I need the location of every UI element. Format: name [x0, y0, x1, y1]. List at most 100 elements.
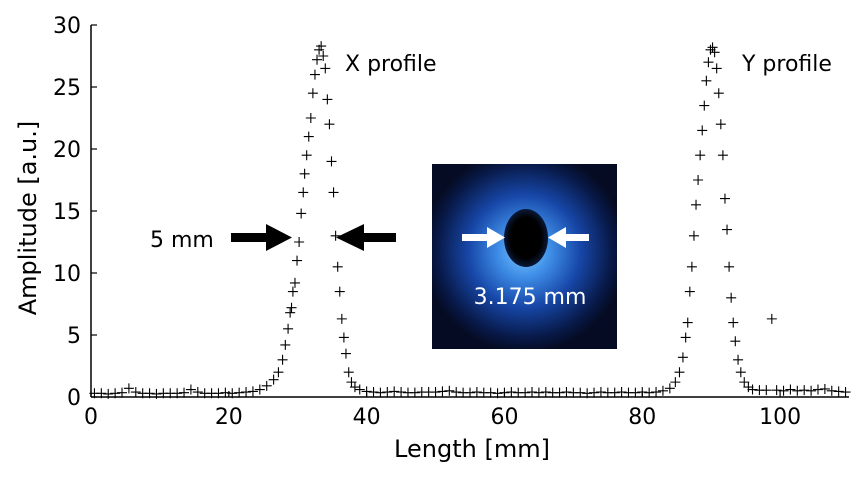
- width-label: 5 mm: [150, 228, 214, 253]
- data-point: [273, 367, 284, 378]
- data-point: [179, 387, 190, 398]
- right-arrow-icon: [336, 224, 396, 251]
- data-point: [277, 354, 288, 365]
- y-tick-label: 10: [53, 262, 81, 287]
- data-point: [312, 54, 323, 65]
- data-point: [451, 387, 462, 398]
- data-point: [234, 387, 245, 398]
- data-points: [89, 41, 851, 399]
- data-point: [724, 261, 735, 272]
- data-point: [430, 387, 441, 398]
- data-point: [318, 51, 329, 61]
- data-point: [444, 385, 455, 396]
- data-point: [268, 374, 279, 385]
- data-point: [735, 367, 746, 378]
- data-point: [241, 387, 252, 398]
- y-ticks: 0 5 10 15 20 25 30: [53, 14, 97, 411]
- data-point: [409, 387, 420, 398]
- data-point: [280, 339, 291, 350]
- x-tick-label: 20: [215, 405, 243, 430]
- data-point: [686, 261, 697, 272]
- data-point: [726, 292, 737, 303]
- data-point: [220, 387, 231, 398]
- data-point: [332, 261, 343, 272]
- data-point: [389, 386, 400, 397]
- data-point: [151, 388, 162, 399]
- y-tick-label: 5: [67, 324, 81, 349]
- data-point: [309, 69, 320, 80]
- data-point: [303, 131, 314, 142]
- axes: 0 20 40 60 80 100 0 5 10 15 20 25 30: [53, 14, 849, 430]
- data-point: [651, 387, 662, 398]
- data-point: [320, 63, 331, 74]
- data-point: [670, 377, 681, 388]
- data-point: [719, 193, 730, 204]
- data-point: [711, 63, 722, 74]
- data-point: [812, 384, 823, 395]
- data-point: [499, 387, 510, 398]
- data-point: [144, 388, 155, 399]
- y-tick-label: 0: [67, 386, 81, 411]
- data-point: [227, 388, 238, 399]
- data-point: [713, 88, 724, 99]
- data-point: [396, 387, 407, 398]
- data-point: [471, 387, 482, 398]
- inset-diameter-label: 3.175 mm: [474, 285, 587, 310]
- data-point: [527, 387, 538, 398]
- data-point: [707, 42, 718, 53]
- x-profile-label: X profile: [345, 52, 437, 77]
- data-point: [287, 286, 298, 297]
- data-point: [695, 150, 706, 161]
- data-point: [296, 208, 307, 219]
- data-point: [506, 387, 517, 398]
- data-point: [609, 387, 620, 398]
- data-point: [766, 313, 777, 324]
- data-point: [328, 187, 339, 198]
- data-point: [349, 382, 360, 393]
- data-point: [294, 237, 305, 247]
- data-point: [492, 388, 503, 399]
- beam-inset-image: 3.175 mm: [432, 164, 617, 349]
- y-tick-label: 15: [53, 200, 81, 225]
- data-point: [697, 125, 708, 136]
- data-point: [657, 385, 668, 396]
- data-point: [575, 387, 586, 398]
- data-point: [677, 352, 688, 363]
- data-point: [761, 385, 772, 396]
- data-point: [674, 367, 685, 378]
- data-point: [739, 377, 750, 388]
- x-axis-title: Length [mm]: [394, 435, 550, 463]
- data-point: [717, 150, 728, 161]
- data-point: [324, 119, 335, 130]
- data-point: [743, 382, 754, 393]
- data-point: [299, 168, 310, 179]
- data-point: [301, 150, 312, 161]
- data-point: [730, 336, 741, 347]
- data-point: [554, 387, 565, 398]
- data-point: [123, 383, 134, 394]
- data-point: [806, 385, 817, 396]
- data-point: [368, 387, 379, 398]
- data-point: [691, 199, 702, 210]
- data-point: [340, 348, 351, 359]
- data-point: [533, 387, 544, 398]
- data-point: [582, 388, 593, 399]
- x-tick-label: 60: [490, 405, 518, 430]
- data-point: [316, 41, 327, 52]
- x-ticks: 0 20 40 60 80 100: [84, 391, 801, 430]
- data-point: [254, 384, 265, 395]
- data-point: [117, 387, 128, 398]
- data-point: [283, 323, 294, 334]
- x-tick-label: 100: [759, 405, 801, 430]
- y-axis-title: Amplitude [a.u.]: [14, 121, 42, 316]
- data-point: [322, 94, 333, 105]
- inset-right-arrow-icon: [548, 227, 589, 248]
- data-point: [589, 387, 600, 398]
- data-point: [826, 385, 837, 396]
- data-point: [799, 385, 810, 396]
- data-point: [778, 385, 789, 396]
- data-point: [343, 367, 354, 378]
- data-point: [684, 286, 695, 297]
